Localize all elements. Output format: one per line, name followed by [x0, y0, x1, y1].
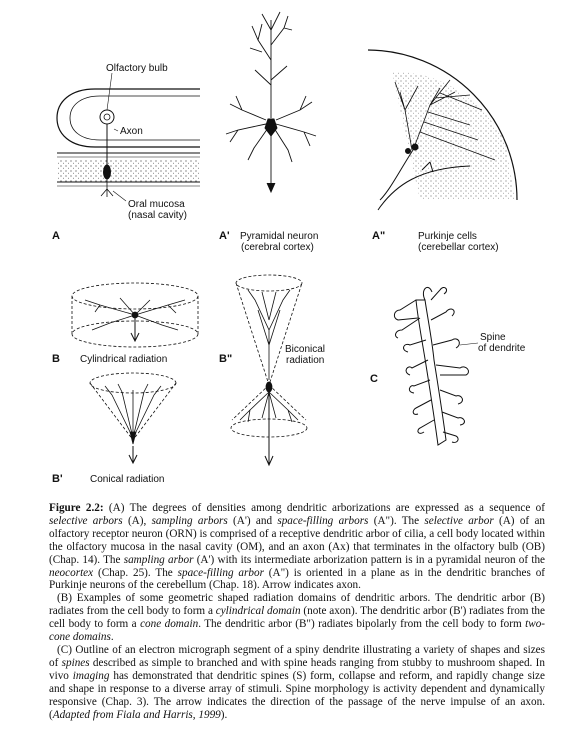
panel-letter-a-prime: A' [219, 230, 230, 242]
label-purkinje-cells: Purkinje cells [418, 231, 477, 242]
panel-a-prime-pyramidal-neuron [226, 12, 316, 192]
label-nasal-cavity: (nasal cavity) [128, 210, 187, 221]
label-of-dendrite: of dendrite [478, 343, 525, 354]
caption-run: . The dendritic arbor (B") radiates bipo… [198, 618, 525, 630]
caption-run: imaging [73, 670, 110, 682]
panel-a-olfactory-neuron [57, 73, 200, 201]
caption-paragraph-1: Figure 2.2: (A) The degrees of densities… [49, 502, 545, 592]
caption-run: selective arbor [424, 515, 493, 527]
label-cylindrical-radiation: Cylindrical radiation [80, 354, 167, 365]
caption-run: (A') with its intermediate arborization … [193, 554, 545, 566]
panel-b-prime-conical-radiation [90, 373, 176, 463]
label-biconical: Biconical [285, 344, 325, 355]
label-spine: Spine [480, 332, 506, 343]
panel-letter-b-dprime: B" [219, 353, 232, 365]
panel-a-dprime-purkinje-cells [368, 50, 517, 210]
panel-b-dprime-biconical-radiation [231, 275, 307, 465]
caption-run: (A) The degrees of densities among dendr… [104, 502, 545, 514]
caption-run: space-filling arbors [277, 515, 368, 527]
panel-letter-a-dprime: A" [372, 230, 385, 242]
panel-letter-c: C [370, 373, 378, 385]
caption-run: cylindrical domain [216, 605, 301, 617]
label-pyramidal-neuron: Pyramidal neuron [240, 231, 318, 242]
panel-letter-b-prime: B' [52, 473, 63, 485]
label-cerebellar-cortex: (cerebellar cortex) [418, 242, 499, 253]
label-conical-radiation: Conical radiation [90, 474, 165, 485]
caption-run: . [111, 631, 114, 643]
label-axon: Axon [120, 126, 143, 137]
caption-run: (A"). The [368, 515, 424, 527]
caption-run: (A), [123, 515, 152, 527]
panel-b-cylindrical-radiation [72, 283, 198, 347]
panel-c-spiny-dendrite [394, 287, 478, 445]
label-olfactory-bulb: Olfactory bulb [106, 63, 168, 74]
figure-caption: Figure 2.2: (A) The degrees of densities… [49, 502, 545, 721]
label-radiation: radiation [286, 355, 324, 366]
caption-paragraph-2: (B) Examples of some geometric shaped ra… [49, 592, 545, 644]
panel-letter-b: B [52, 353, 60, 365]
caption-run: neocortex [49, 567, 93, 579]
panel-letter-a: A [52, 230, 60, 242]
caption-p1-body: (A) The degrees of densities among dendr… [49, 502, 545, 591]
caption-run: Adapted from Fiala and Harris, 1999 [53, 709, 221, 721]
caption-paragraph-3: (C) Outline of an electron micrograph se… [49, 644, 545, 721]
label-oral-mucosa: Oral mucosa [128, 199, 185, 210]
caption-figure-label: Figure 2.2: [49, 502, 104, 514]
caption-run: (A') and [228, 515, 278, 527]
caption-run: spines [62, 657, 90, 669]
caption-run: (Chap. 25). The [93, 567, 178, 579]
caption-run: cone domain [140, 618, 198, 630]
caption-run: ). [221, 709, 228, 721]
caption-run: space-filling arbor [178, 567, 264, 579]
caption-run: sampling arbor [124, 554, 194, 566]
caption-run: selective arbors [49, 515, 123, 527]
caption-run: sampling arbors [152, 515, 228, 527]
label-cerebral-cortex: (cerebral cortex) [241, 242, 314, 253]
